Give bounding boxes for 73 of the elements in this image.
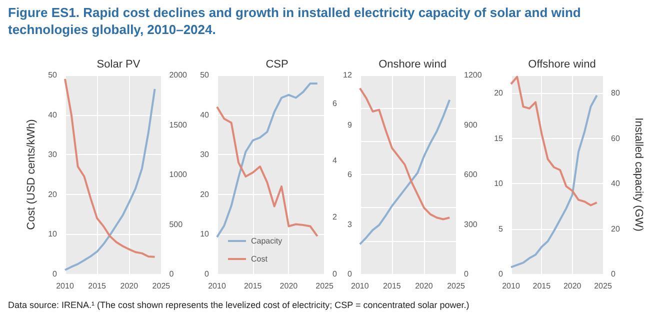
legend-label: Capacity: [251, 236, 282, 246]
y2-tick-label: 1500: [169, 120, 188, 130]
x-tick-label: 2020: [563, 282, 582, 290]
x-tick-label: 2010: [56, 282, 74, 290]
x-tick-label: 2015: [88, 282, 107, 290]
x-tick-label: 2010: [502, 282, 520, 290]
y-tick-label: 50: [200, 70, 210, 80]
y2-tick-label: 4: [332, 156, 338, 165]
y2-tick-label: 600: [464, 170, 478, 179]
y2-tick-label: 1200: [464, 70, 482, 80]
x-tick-label: 2020: [120, 282, 139, 290]
x-tick-label: 2010: [351, 282, 370, 290]
y2-tick-label: 1000: [169, 170, 188, 179]
x-tick-label: 2020: [415, 282, 434, 290]
y-tick-label: 50: [48, 70, 58, 80]
y-tick-label: 20: [48, 190, 58, 199]
y2-tick-label: 40: [611, 179, 620, 188]
x-tick-label: 2015: [244, 282, 262, 290]
y2-tick-label: 900: [464, 120, 478, 130]
y-tick-label: 5: [498, 224, 504, 234]
y2-tick-label: 300: [464, 220, 478, 229]
chart-title: Solar PV: [96, 58, 141, 70]
y-tick-label: 0: [347, 270, 352, 278]
y-tick-label: 20: [200, 190, 210, 199]
x-tick-label: 2025: [447, 282, 466, 290]
y-tick-label: 40: [200, 110, 210, 120]
y2-axis-title: Installed capacity (GW): [632, 118, 644, 232]
y-tick-label: 20: [494, 88, 504, 98]
y-tick-label: 0: [204, 270, 210, 278]
y-tick-label: 10: [200, 230, 210, 239]
y-tick-label: 9: [347, 120, 352, 130]
legend-label: Cost: [251, 254, 268, 264]
text: Figure ES1. Rapid cost declines and growth in installed electricity capacity of solar and wind technologies globally, 2010–2024.: [8, 4, 582, 38]
y-tick-label: 6: [347, 170, 352, 179]
y-tick-label: 30: [200, 150, 210, 160]
y2-tick-label: 6: [332, 98, 338, 108]
chart-title: Onshore wind: [378, 58, 446, 70]
y-tick-label: 40: [48, 110, 58, 120]
x-tick-label: 2010: [208, 282, 226, 290]
line-series: [358, 98, 451, 246]
line-series: [510, 76, 598, 206]
line-series: [510, 94, 598, 268]
y2-tick-label: 0: [464, 270, 469, 278]
source-note: Data source: IRENA.¹ (The cost shown represents the levelized cost of electricity; CSP = concentrated solar power.): [8, 300, 470, 310]
y-tick-label: 0: [52, 270, 58, 278]
x-tick-label: 2015: [532, 282, 552, 290]
y2-tick-label: 80: [611, 88, 620, 98]
y2-tick-label: 2000: [169, 70, 188, 80]
x-tick-label: 2025: [316, 282, 334, 290]
chart-title: CSP: [266, 58, 288, 70]
y-tick-label: 3: [347, 220, 352, 229]
y-tick-label: 15: [494, 134, 504, 143]
y-tick-label: 12: [342, 70, 352, 80]
x-tick-label: 2025: [152, 282, 171, 290]
y2-tick-label: 0: [611, 270, 616, 278]
y2-tick-label: 20: [611, 224, 620, 234]
y2-tick-label: 60: [611, 134, 620, 143]
line-series: [216, 106, 318, 238]
line-series: [216, 82, 318, 238]
y2-tick-label: 2: [332, 212, 338, 222]
y-axis-title: Cost (USD cents/kWh): [26, 119, 38, 230]
y-tick-label: 10: [494, 179, 504, 188]
y-tick-label: 30: [48, 150, 58, 160]
y2-tick-label: 0: [169, 270, 174, 278]
chart-title: Offshore wind: [528, 58, 596, 70]
line-series: [358, 87, 451, 220]
x-tick-label: 2015: [383, 282, 402, 290]
y-tick-label: 10: [48, 230, 58, 239]
x-tick-label: 2020: [280, 282, 298, 290]
x-tick-label: 2025: [594, 282, 612, 290]
y2-tick-label: 500: [169, 220, 184, 229]
y-tick-label: 0: [498, 270, 504, 278]
y2-tick-label: 0: [332, 270, 338, 278]
